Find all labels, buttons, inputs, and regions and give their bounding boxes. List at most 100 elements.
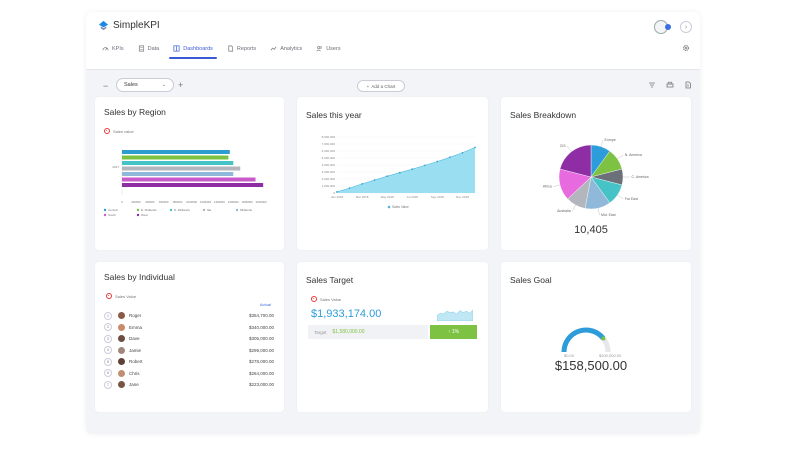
table-row[interactable]: 5 Robert $278,000.00	[104, 356, 274, 367]
breakdown-pie-chart: Europe N. America C. America Far East Mid. E…	[543, 138, 649, 217]
legend-swatch	[136, 213, 140, 217]
toolbar-actions	[648, 81, 692, 89]
data-point	[348, 187, 351, 189]
target-row: Target $1,580,000.00	[308, 325, 428, 339]
nav-item-kpis[interactable]: KPIs	[96, 42, 130, 59]
person-name: Robert	[129, 359, 143, 364]
bar-south	[122, 177, 256, 182]
nav-item-users[interactable]: Users	[310, 42, 346, 59]
data-icon	[138, 45, 144, 52]
x-tick-label: 1800000	[242, 200, 253, 204]
legend-swatch	[235, 208, 239, 212]
data-point	[411, 168, 414, 171]
table-row[interactable]: 3 Dave $305,000.00	[104, 333, 274, 344]
add-dashboard-button[interactable]: +	[178, 80, 184, 90]
pie-slice-cis	[559, 144, 592, 178]
legend-swatch	[103, 208, 107, 212]
dashboard-select[interactable]: Sales ⌄	[116, 78, 174, 92]
data-point	[386, 175, 389, 178]
legend-entry: Sales Value	[392, 205, 409, 209]
y-tick-label: 2,000,000	[322, 177, 336, 181]
bar-west	[122, 183, 264, 187]
person-name: Jamie	[129, 347, 142, 353]
kpi-legend: Sales Value	[311, 296, 341, 302]
pie-leader-line	[572, 204, 576, 212]
legend-entry: South	[108, 213, 116, 217]
gear-icon[interactable]	[682, 44, 690, 52]
nav-item-dashboards[interactable]: Dashboards	[167, 42, 219, 59]
nav-item-analytics[interactable]: Analytics	[264, 42, 308, 59]
x-tick-label: Jul 2018	[407, 195, 419, 199]
card-title: Sales this year	[306, 110, 362, 120]
nav-item-reports[interactable]: Reports	[221, 42, 262, 59]
table-row[interactable]: 4 Jamie $299,000.00	[104, 345, 274, 356]
target-icon	[311, 296, 317, 302]
x-tick-label: 1400000	[214, 200, 225, 204]
avatar	[118, 335, 125, 342]
filter-icon[interactable]	[648, 81, 656, 89]
year-area-chart: 0 1,000,000 2,000,000 3,000,000 4,000,000 5,0…	[322, 135, 476, 209]
gauge-marker	[601, 336, 606, 341]
y-tick-label: 4,000,000	[322, 163, 336, 167]
nav-label: Analytics	[280, 45, 303, 52]
card-sales-this-year[interactable]: Sales this year 0 1,000,000 2,000,000 3,000…	[297, 97, 488, 250]
pie-slice-label: Africa	[543, 185, 552, 189]
legend-entry: Midlands	[240, 208, 253, 212]
rank-badge: 4	[104, 346, 112, 354]
legend-entry: N. Midlands	[174, 208, 190, 212]
y-tick-label: 6,000,000	[322, 149, 336, 153]
goal-gauge	[561, 327, 611, 353]
sales-value: $264,000.00	[248, 370, 274, 376]
pie-slice-label: CIS	[560, 144, 567, 148]
rank-badge: 2	[104, 323, 112, 331]
chevron-right-icon[interactable]: ›	[680, 21, 692, 33]
target-label: Target	[314, 329, 327, 335]
legend-swatch	[103, 213, 107, 217]
area-line	[336, 147, 476, 193]
nav-label: Dashboards	[183, 45, 213, 52]
user-avatar[interactable]	[654, 20, 671, 34]
rank-badge: 1	[104, 311, 112, 320]
x-tick-label: 1200000	[200, 200, 211, 204]
report-icon	[228, 45, 233, 52]
legend-swatch	[136, 208, 140, 212]
export-icon[interactable]	[684, 81, 692, 89]
add-chart-label: Add a Chart	[371, 83, 396, 89]
card-sales-by-region[interactable]: Sales by Region Sales value 2017 0 200000 4…	[95, 97, 284, 250]
data-point	[474, 146, 476, 149]
bar-e-midlands	[122, 155, 229, 160]
add-chart-button[interactable]: + Add a Chart	[357, 80, 405, 92]
card-sales-by-individual[interactable]: Sales by Individual Sales Value Actual 1…	[95, 262, 284, 412]
data-point	[398, 171, 401, 174]
kpi-label: Sales Value	[115, 293, 137, 299]
y-tick-label: 0	[333, 191, 335, 195]
avatar	[118, 323, 125, 331]
main-nav: KPIs Data Dashboards Reports Analytics U…	[96, 42, 347, 59]
remove-dashboard-button[interactable]: −	[103, 81, 109, 91]
table-row[interactable]: 6 Chris $264,000.00	[104, 368, 274, 379]
brand[interactable]: SimpleKPI	[98, 20, 160, 31]
card-sales-target[interactable]: Sales Target Sales Value $1,933,174.00 T…	[297, 262, 488, 412]
kpi-label: Sales value	[113, 128, 134, 134]
pie-slice-label: N. America	[625, 153, 642, 157]
goal-min-label: $0.00	[564, 353, 575, 358]
nav-label: Reports	[236, 45, 257, 52]
nav-label: Users	[326, 45, 341, 52]
sales-value: $305,000.00	[248, 336, 274, 341]
app-name: SimpleKPI	[113, 20, 160, 31]
data-point	[449, 156, 451, 159]
sales-value: $299,000.00	[248, 347, 274, 353]
nav-label: Data	[147, 45, 160, 52]
analytics-icon	[270, 46, 277, 51]
table-row[interactable]: 1 Roger $354,700.00	[104, 310, 274, 321]
card-sales-goal[interactable]: Sales Goal $0.00 $200,000.00 $158,500.00	[501, 262, 691, 412]
card-sales-breakdown[interactable]: Sales Breakdown Europe N. America C. Ameri…	[501, 97, 691, 250]
dashboard-icon	[173, 45, 180, 52]
table-row[interactable]: 7 Jane $223,000.00	[104, 379, 274, 390]
table-row[interactable]: 2 Emma $340,000.00	[104, 322, 274, 333]
bar-midlands	[122, 172, 234, 176]
nav-item-data[interactable]: Data	[132, 42, 166, 59]
print-icon[interactable]	[666, 81, 674, 89]
gauge-fill	[561, 327, 606, 353]
top-right-controls: ›	[654, 20, 692, 34]
